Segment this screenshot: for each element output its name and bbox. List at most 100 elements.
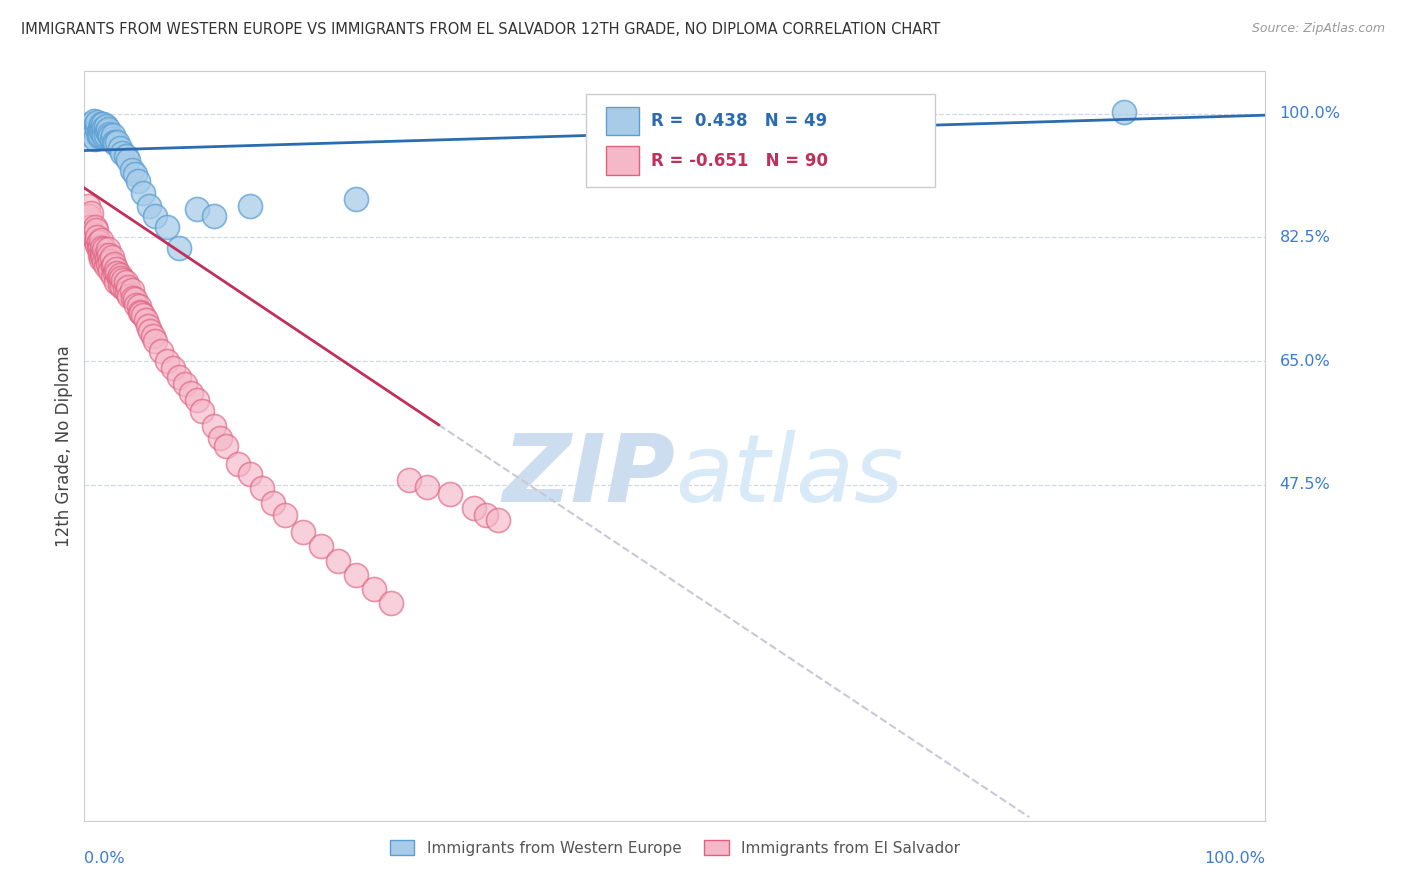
Point <box>129 306 152 320</box>
Point <box>98 248 121 262</box>
Point <box>167 241 190 255</box>
Point <box>101 128 124 142</box>
Point <box>136 318 159 333</box>
Point <box>139 325 162 339</box>
FancyBboxPatch shape <box>606 106 640 135</box>
Point <box>121 163 143 178</box>
Point <box>115 285 138 299</box>
Text: IMMIGRANTS FROM WESTERN EUROPE VS IMMIGRANTS FROM EL SALVADOR 12TH GRADE, NO DIP: IMMIGRANTS FROM WESTERN EUROPE VS IMMIGR… <box>21 22 941 37</box>
Point <box>114 149 136 163</box>
Point <box>111 145 134 160</box>
Point <box>103 257 125 271</box>
Point <box>107 270 129 285</box>
Point <box>82 120 104 135</box>
Point <box>105 275 128 289</box>
Y-axis label: 12th Grade, No Diploma: 12th Grade, No Diploma <box>55 345 73 547</box>
Point <box>87 124 110 138</box>
Point <box>84 234 107 248</box>
Point <box>90 233 112 247</box>
Legend: Immigrants from Western Europe, Immigrants from El Salvador: Immigrants from Western Europe, Immigran… <box>384 833 966 862</box>
Text: atlas: atlas <box>675 431 903 522</box>
Point <box>475 508 498 523</box>
Point <box>89 128 111 142</box>
Point <box>202 209 225 223</box>
Point <box>363 582 385 596</box>
Point <box>91 117 114 131</box>
Point <box>86 230 108 244</box>
Point <box>124 292 146 306</box>
Point <box>274 508 297 523</box>
Point <box>90 124 112 138</box>
Point <box>262 495 284 509</box>
Text: ZIP: ZIP <box>502 430 675 522</box>
Point <box>117 153 139 167</box>
Point <box>98 127 121 141</box>
Point <box>98 129 121 144</box>
Point <box>103 135 125 149</box>
Point <box>84 131 107 145</box>
Point <box>89 120 111 135</box>
Point <box>108 277 131 292</box>
Point <box>89 240 111 254</box>
Point <box>100 131 122 145</box>
Point <box>98 253 121 268</box>
Point <box>94 128 117 142</box>
Point <box>114 282 136 296</box>
Point <box>91 250 114 264</box>
Point <box>344 192 367 206</box>
Point <box>77 124 100 138</box>
Point <box>250 482 273 496</box>
Point <box>127 174 149 188</box>
Point <box>226 457 249 471</box>
Point <box>439 487 461 501</box>
Point <box>142 329 165 343</box>
Point <box>186 392 208 407</box>
Point <box>108 268 131 282</box>
Point <box>167 369 190 384</box>
Point <box>86 122 108 136</box>
Text: 100.0%: 100.0% <box>1205 851 1265 865</box>
Point <box>98 263 121 277</box>
Point <box>91 241 114 255</box>
Point <box>96 124 118 138</box>
Point <box>101 259 124 273</box>
Point <box>87 243 110 257</box>
Point <box>93 129 115 144</box>
Point <box>118 289 141 303</box>
Point <box>107 135 129 149</box>
Point <box>91 122 114 136</box>
Point <box>83 113 105 128</box>
Point <box>344 567 367 582</box>
Point <box>104 266 127 280</box>
Point <box>125 298 148 312</box>
Point <box>128 299 150 313</box>
Point <box>143 334 166 349</box>
Point <box>90 252 112 266</box>
Point <box>100 250 122 264</box>
Point <box>86 115 108 129</box>
Point <box>104 136 127 151</box>
Point <box>96 252 118 266</box>
Point <box>84 219 107 234</box>
Point <box>380 596 402 610</box>
Point <box>83 230 105 244</box>
Point <box>84 117 107 131</box>
Point <box>91 127 114 141</box>
Point <box>79 219 101 234</box>
Point <box>173 376 195 391</box>
Point <box>486 513 509 527</box>
Point <box>143 209 166 223</box>
Point <box>97 122 120 136</box>
Text: 65.0%: 65.0% <box>1279 353 1330 368</box>
Text: R = -0.651   N = 90: R = -0.651 N = 90 <box>651 152 828 169</box>
Point <box>89 248 111 262</box>
Point <box>86 237 108 252</box>
Point <box>112 273 135 287</box>
FancyBboxPatch shape <box>606 146 640 175</box>
Text: 100.0%: 100.0% <box>1279 106 1340 121</box>
Point <box>117 280 139 294</box>
Point <box>309 540 332 554</box>
Point <box>111 280 134 294</box>
Point <box>180 386 202 401</box>
Point <box>77 209 100 223</box>
